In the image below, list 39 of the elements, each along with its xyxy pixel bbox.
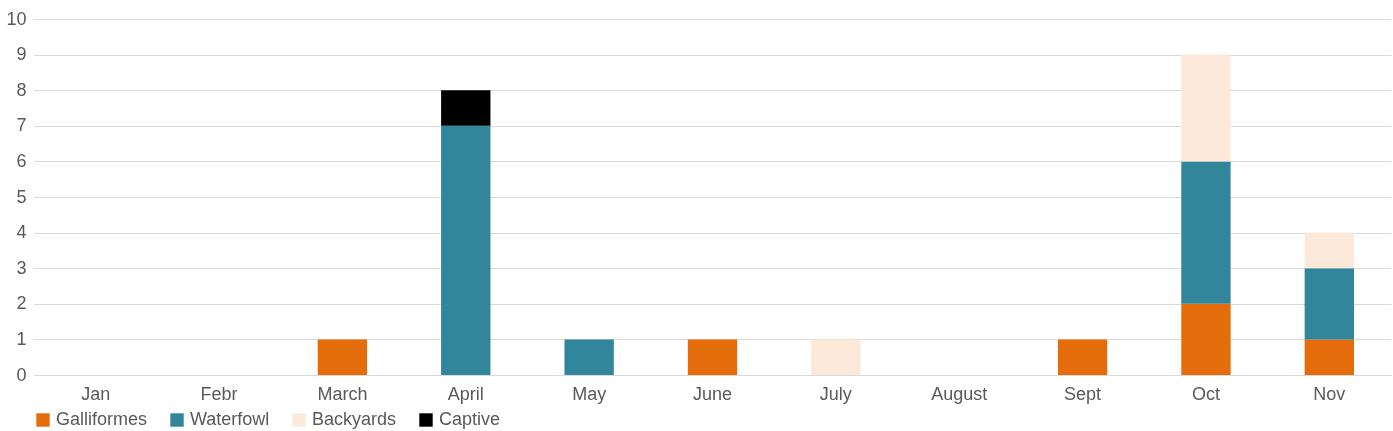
bar — [687, 339, 738, 375]
x-tick-label: June — [692, 383, 733, 404]
y-tick-label: 1 — [16, 328, 27, 349]
y-tick-label: 6 — [16, 150, 27, 171]
y-tick-label: 4 — [16, 222, 27, 243]
x-tick-label: Oct — [1191, 383, 1220, 404]
bar — [1181, 161, 1231, 304]
x-tick-label: April — [447, 383, 484, 404]
bar — [564, 339, 614, 375]
x-tick-label: Febr — [200, 383, 238, 404]
bar — [441, 125, 491, 375]
x-tick-label: Nov — [1313, 383, 1346, 404]
x-tick-label: Jan — [81, 383, 111, 404]
legend-label: Captive — [439, 409, 501, 429]
x-tick-label: August — [931, 383, 988, 404]
bar — [1304, 339, 1354, 375]
bar — [1304, 268, 1354, 340]
bar — [441, 90, 491, 126]
x-tick-label: May — [572, 383, 607, 404]
y-tick-label: 2 — [16, 293, 27, 314]
legend-label: Backyards — [312, 409, 397, 429]
y-tick-label: 8 — [16, 79, 27, 100]
bar — [1057, 339, 1108, 375]
x-tick-label: March — [317, 383, 368, 404]
bar — [1181, 54, 1231, 162]
bar — [1181, 303, 1231, 375]
bar — [1304, 232, 1354, 269]
x-tick-label: July — [819, 383, 852, 404]
legend-label: Galliformes — [56, 409, 148, 429]
bar — [811, 339, 861, 375]
y-tick-label: 3 — [16, 257, 27, 278]
y-tick-label: 10 — [6, 8, 27, 29]
y-tick-label: 5 — [16, 186, 27, 207]
legend-label: Waterfowl — [190, 409, 270, 429]
y-tick-label: 0 — [16, 364, 27, 385]
bar — [317, 339, 368, 375]
y-tick-label: 9 — [16, 44, 27, 65]
x-tick-label: Sept — [1064, 383, 1102, 404]
y-tick-label: 7 — [16, 115, 27, 136]
